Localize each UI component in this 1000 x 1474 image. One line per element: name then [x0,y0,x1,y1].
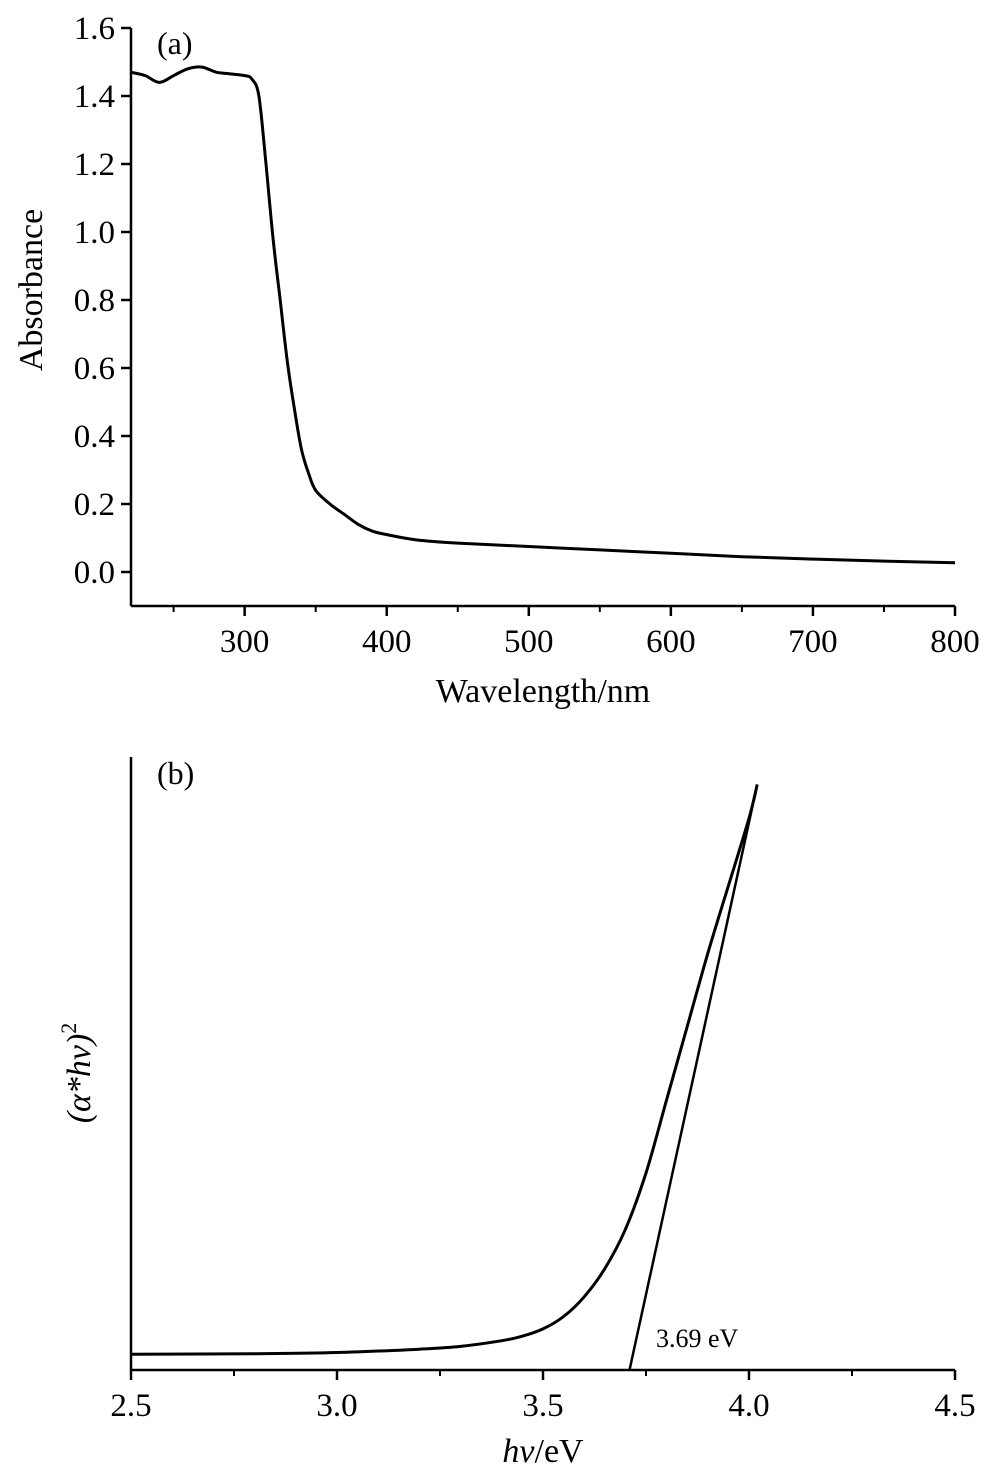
panel-a-x-tick-label: 600 [646,624,696,660]
panel-a-y-tick-label: 0.8 [74,283,115,319]
panel-a-x-tick-label: 400 [362,624,412,660]
panel-b-tauc-curve [130,784,759,1356]
panel-a-y-tick-label: 0.6 [74,351,115,387]
panel-a-y-tick-label: 0.0 [74,555,115,591]
panel-a-y-tick-label: 0.4 [74,419,115,455]
panel-a-y-tick-label: 1.2 [74,147,115,183]
panel-b-x-axis-title-italic: hv [502,1433,535,1470]
panel-b-tauc-plot: 2.5 3.0 3.5 4.0 4.5 (b) 3.69 eV hv/eV (α*hv)… [56,755,976,1470]
panel-a-x-tick-label: 700 [788,624,838,660]
panel-b-x-tick-label: 4.0 [728,1388,769,1424]
panel-a-x-axis-title: Wavelength/nm [436,673,650,710]
panel-b-bandgap-annotation: 3.69 eV [656,1324,739,1353]
panel-b-y-axis-title-main: (α*hv) [61,1034,98,1124]
panel-a-y-tick-label: 1.0 [74,215,115,251]
panel-a-absorbance-curve [130,65,956,565]
panel-b-y-axis-title-sup: 2 [56,1023,81,1034]
panel-b-x-axis-title: hv/eV [502,1433,584,1470]
panel-b-x-tick-label: 4.5 [934,1388,975,1424]
panel-a-x-tick-label: 500 [504,624,554,660]
panel-a-y-axis-title: Absorbance [13,209,50,371]
panel-b-tangent-line [628,784,759,1371]
panel-a-label: (a) [157,25,193,61]
panel-b-y-axis-title: (α*hv)2 [56,1023,98,1124]
panel-b-x-tick-label: 3.0 [316,1388,357,1424]
panel-b-label: (b) [157,755,194,791]
panel-b-x-tick-label: 3.5 [522,1388,563,1424]
panel-b-x-axis-title-unit: /eV [535,1433,585,1470]
panel-a-y-tick-label: 0.2 [74,487,115,523]
panel-a-x-tick-label: 300 [220,624,270,660]
panel-a-absorbance-chart: 0.0 0.2 0.4 0.6 0.8 1.0 1.2 1.4 1.6 300 400 500 600… [13,11,980,710]
panel-a-x-tick-label: 800 [930,624,980,660]
panel-b-x-tick-label: 2.5 [110,1388,151,1424]
panel-a-y-tick-label: 1.4 [74,79,115,115]
panel-a-y-tick-label: 1.6 [74,11,115,47]
